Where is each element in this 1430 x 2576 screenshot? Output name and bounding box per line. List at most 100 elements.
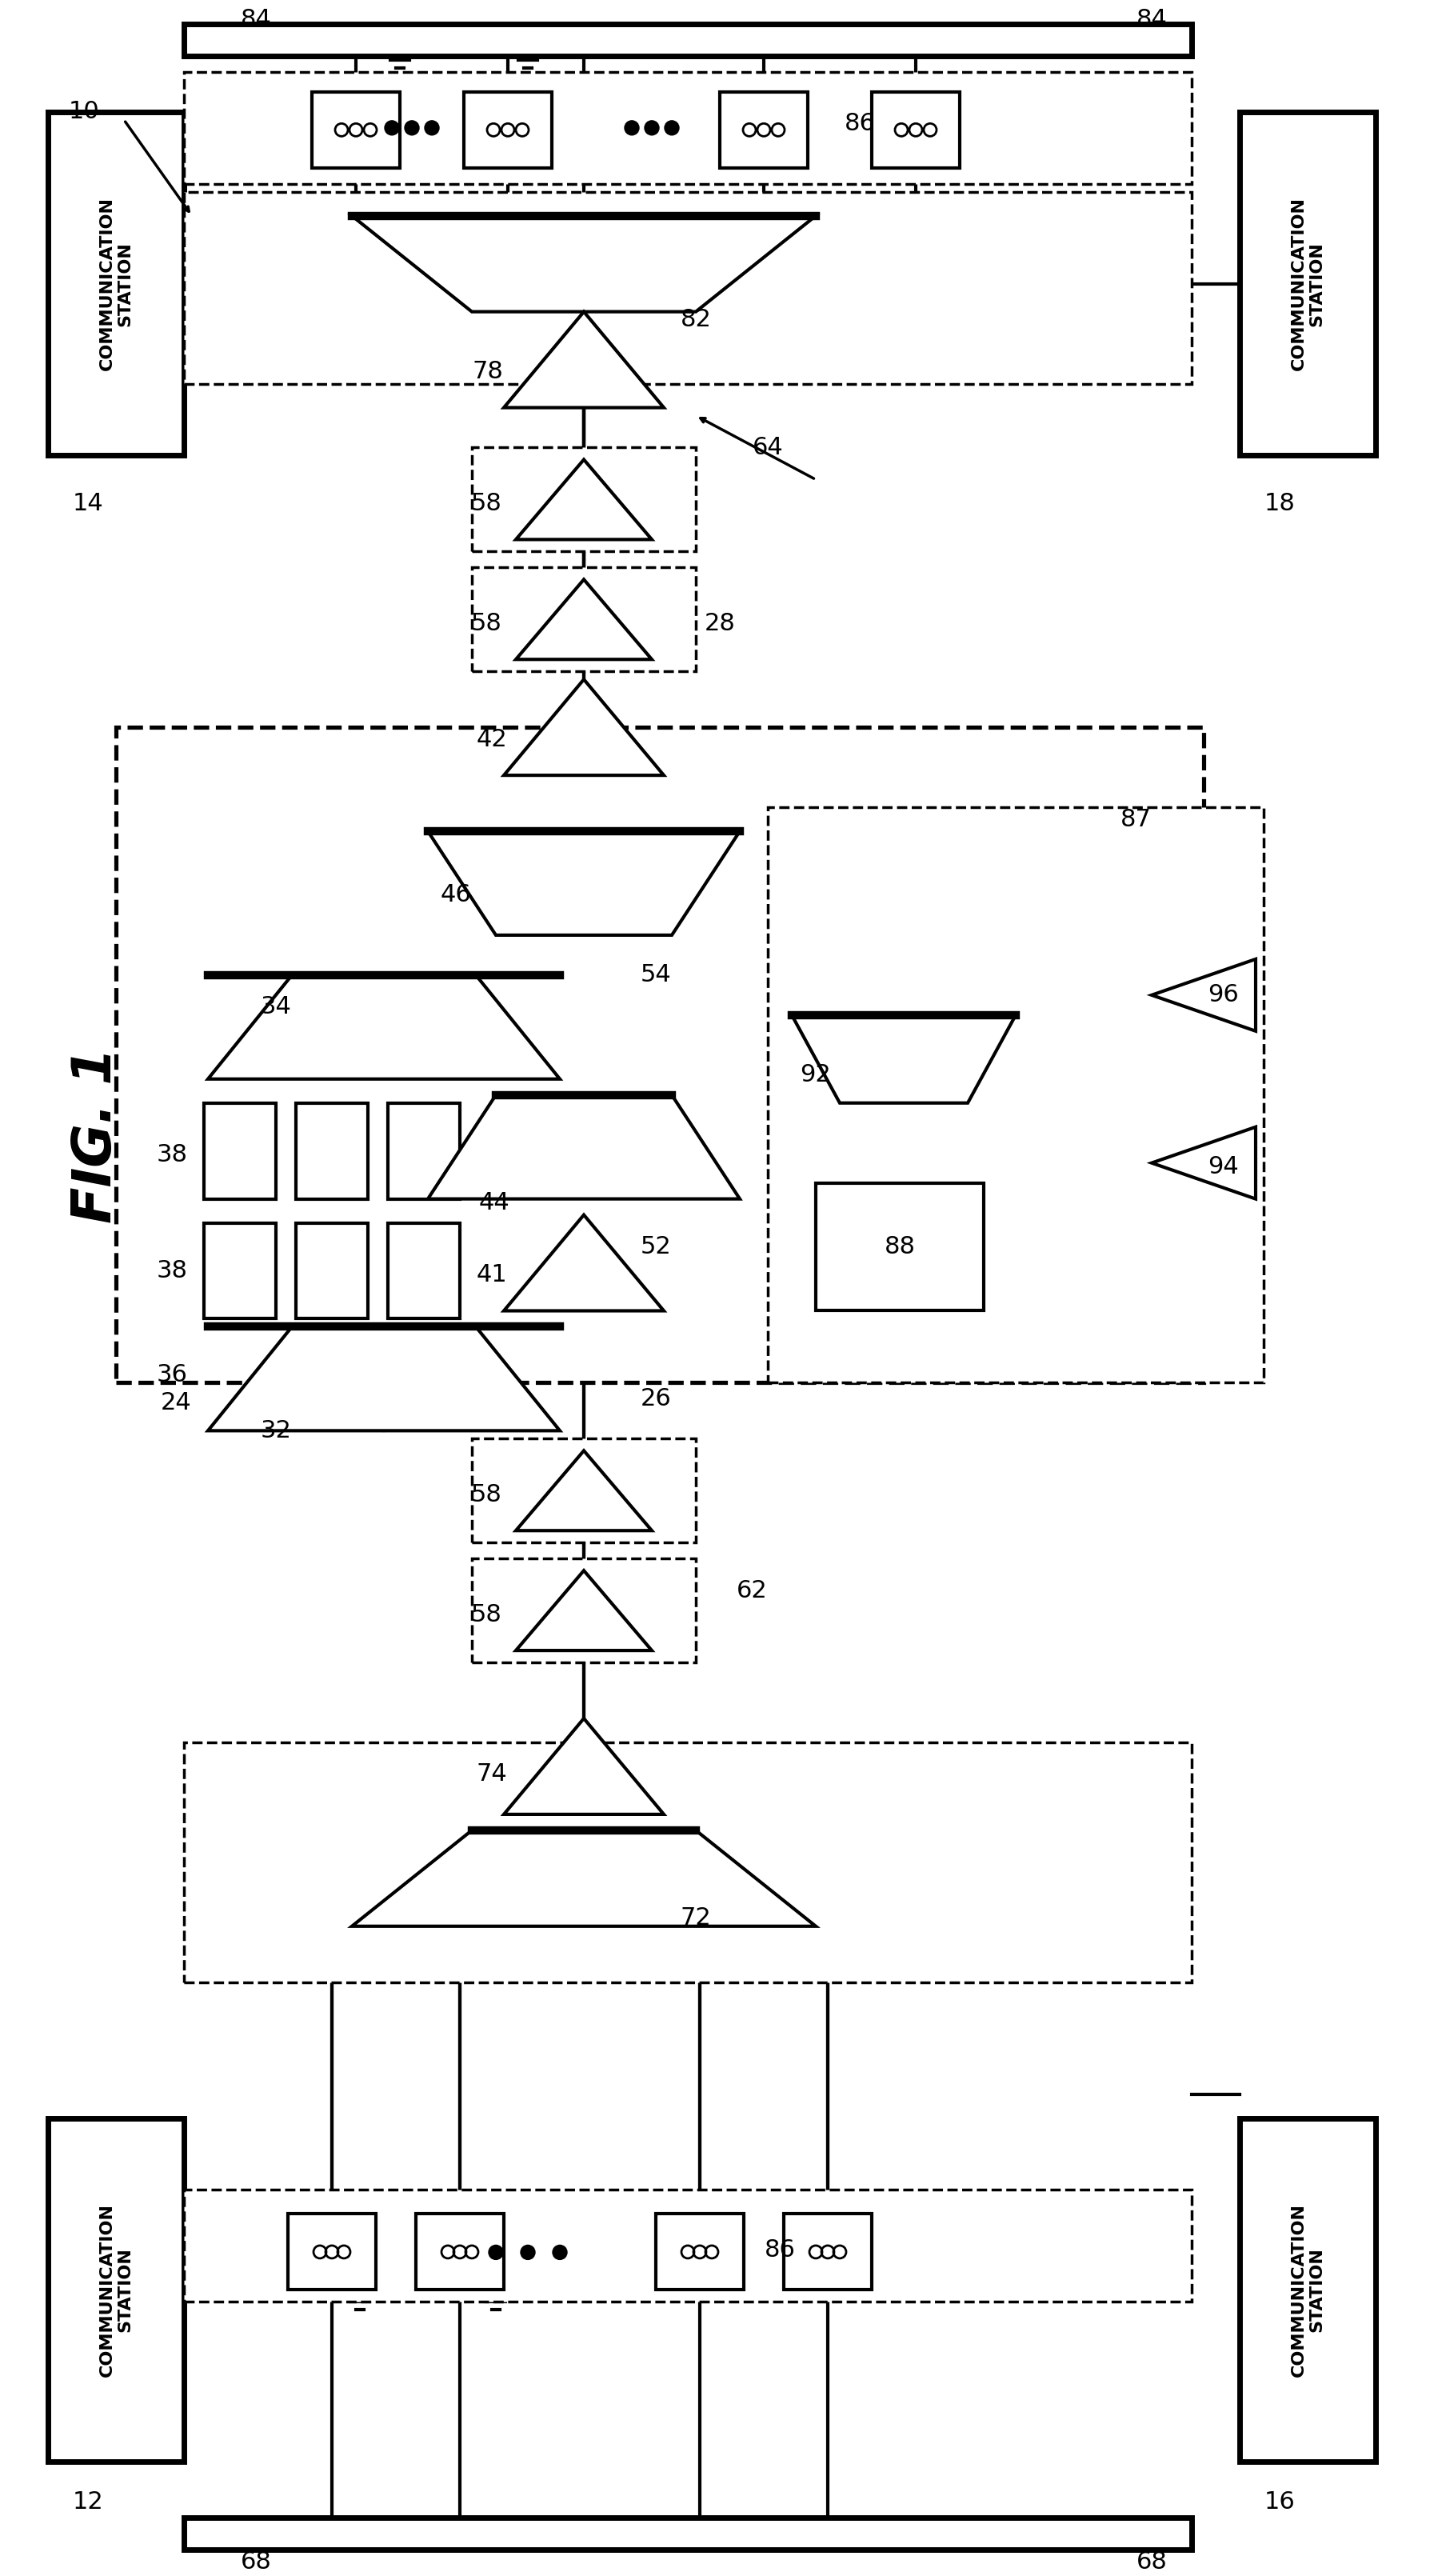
Circle shape [625, 121, 639, 134]
Polygon shape [503, 312, 664, 407]
Text: 44: 44 [479, 1190, 509, 1213]
Text: 42: 42 [476, 729, 508, 752]
Text: 12: 12 [73, 2491, 103, 2514]
Bar [463, 93, 552, 167]
Circle shape [665, 121, 679, 134]
Bar [312, 93, 400, 167]
Bar [815, 1182, 984, 1311]
Text: 86: 86 [844, 113, 875, 137]
Text: 62: 62 [736, 1579, 768, 1602]
Text: 58: 58 [470, 1602, 502, 1625]
Bar [719, 93, 808, 167]
Text: 58: 58 [470, 1484, 502, 1507]
Text: 14: 14 [73, 492, 103, 515]
Bar [184, 23, 1191, 57]
Text: 88: 88 [884, 1236, 915, 1260]
Bar [184, 191, 1191, 384]
Bar [116, 726, 1204, 1383]
Text: 68: 68 [1135, 2550, 1167, 2573]
Text: 94: 94 [1208, 1154, 1240, 1180]
Polygon shape [1151, 1126, 1256, 1198]
Text: 86: 86 [764, 2239, 795, 2262]
Text: 34: 34 [260, 994, 292, 1018]
Bar [296, 1224, 368, 1319]
Bar [1240, 2117, 1376, 2463]
Text: 54: 54 [641, 963, 671, 987]
Polygon shape [352, 216, 815, 312]
Text: 96: 96 [1208, 984, 1240, 1007]
Bar [184, 2190, 1191, 2303]
Text: 72: 72 [681, 1906, 711, 1929]
Text: 46: 46 [440, 884, 472, 907]
Text: 10: 10 [69, 100, 100, 124]
Bar [184, 2517, 1191, 2550]
Polygon shape [516, 1450, 652, 1530]
Text: 18: 18 [1264, 492, 1296, 515]
Text: 84: 84 [240, 8, 272, 31]
Bar [472, 1437, 696, 1543]
Polygon shape [503, 1216, 664, 1311]
Bar [49, 111, 184, 456]
Text: 26: 26 [641, 1386, 671, 1409]
Polygon shape [1151, 958, 1256, 1030]
Text: 38: 38 [156, 1260, 187, 1283]
Text: 82: 82 [681, 309, 711, 332]
Bar [472, 567, 696, 672]
Text: 24: 24 [160, 1391, 192, 1414]
Text: 32: 32 [260, 1419, 292, 1443]
Text: COMMUNICATION
STATION: COMMUNICATION STATION [1290, 196, 1326, 371]
Bar [472, 1558, 696, 1662]
Polygon shape [516, 580, 652, 659]
Bar [784, 2213, 872, 2290]
Text: COMMUNICATION
STATION: COMMUNICATION STATION [1290, 2202, 1326, 2378]
Text: 41: 41 [476, 1262, 508, 1285]
Text: 58: 58 [470, 492, 502, 515]
Bar [388, 1224, 460, 1319]
Text: FIG. 1: FIG. 1 [70, 1046, 123, 1224]
Bar [287, 2213, 376, 2290]
Bar [416, 2213, 503, 2290]
Polygon shape [516, 1571, 652, 1651]
Bar [184, 1741, 1191, 1981]
Circle shape [521, 2246, 535, 2259]
Bar [296, 1103, 368, 1198]
Polygon shape [503, 680, 664, 775]
Text: 28: 28 [704, 613, 735, 636]
Text: 74: 74 [476, 1762, 508, 1785]
Bar [768, 806, 1264, 1383]
Text: 52: 52 [641, 1236, 671, 1260]
Bar [388, 1103, 460, 1198]
Polygon shape [503, 1718, 664, 1814]
Text: 64: 64 [752, 435, 784, 459]
Text: 68: 68 [240, 2550, 272, 2573]
Circle shape [425, 121, 439, 134]
Circle shape [552, 2246, 568, 2259]
Polygon shape [428, 832, 739, 935]
Bar [204, 1224, 276, 1319]
Text: 84: 84 [1135, 8, 1167, 31]
Text: 92: 92 [801, 1064, 831, 1087]
Text: COMMUNICATION
STATION: COMMUNICATION STATION [99, 2202, 133, 2378]
Bar [184, 72, 1191, 183]
Text: 36: 36 [156, 1363, 187, 1386]
Polygon shape [352, 1832, 815, 1927]
Text: 16: 16 [1264, 2491, 1296, 2514]
Circle shape [385, 121, 399, 134]
Circle shape [405, 121, 419, 134]
Polygon shape [428, 1095, 739, 1198]
Polygon shape [207, 976, 559, 1079]
Circle shape [645, 121, 659, 134]
Bar [472, 448, 696, 551]
Bar [204, 1103, 276, 1198]
Polygon shape [207, 1327, 559, 1430]
Text: 38: 38 [156, 1144, 187, 1167]
Circle shape [489, 2246, 503, 2259]
Text: COMMUNICATION
STATION: COMMUNICATION STATION [99, 196, 133, 371]
Bar [656, 2213, 744, 2290]
Polygon shape [792, 1015, 1015, 1103]
Bar [872, 93, 960, 167]
Polygon shape [516, 459, 652, 538]
Text: 58: 58 [470, 613, 502, 636]
Bar [49, 2117, 184, 2463]
Text: 87: 87 [1120, 809, 1151, 832]
